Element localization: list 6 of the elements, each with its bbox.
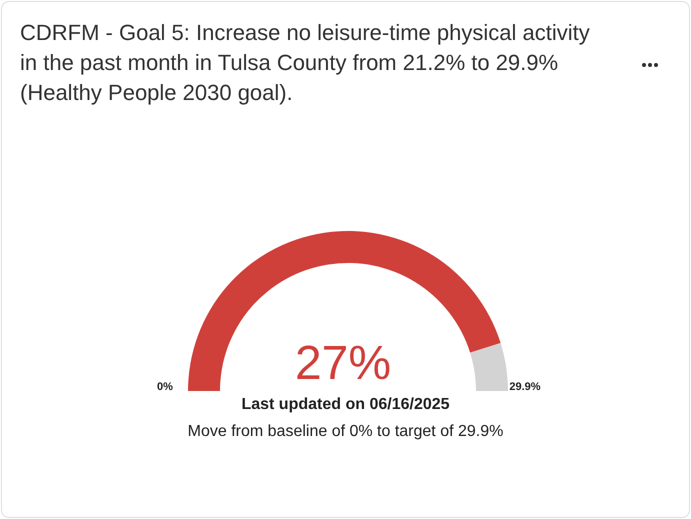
text: 29.9% [508,381,542,393]
text: Move from baseline of 0% to target of 29.9% [186,423,504,441]
text: Last updated on 06/16/2025 [240,396,451,414]
text: 0% [156,381,174,393]
chart-title: CDRFM - Goal 5: Increase no leisure-time physical activity in the past month in Tulsa County from 21.2% to 29.9% (Healthy People 2030 goal). [20,19,591,107]
data-label: 27% [294,336,392,392]
